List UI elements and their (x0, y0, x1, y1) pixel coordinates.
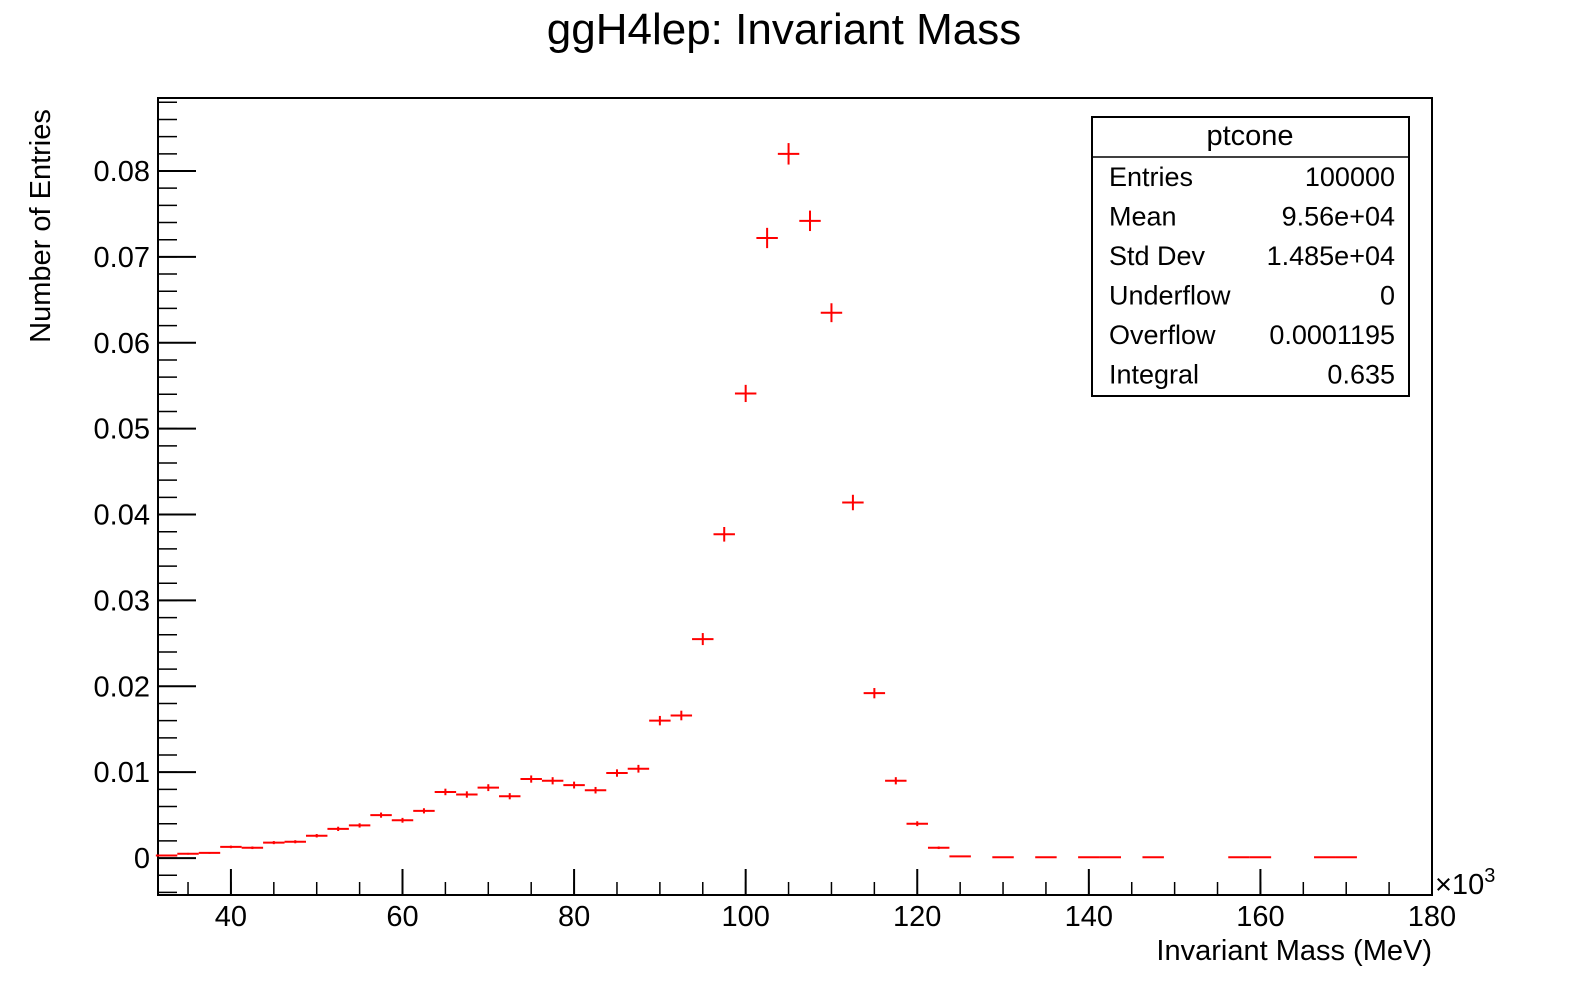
y-tick-label: 0.01 (94, 757, 150, 789)
y-tick-label: 0.05 (94, 414, 150, 446)
y-tick-label: 0.08 (94, 156, 150, 188)
data-point (1035, 856, 1057, 859)
data-point (842, 494, 864, 511)
stats-row-value: 1.485e+04 (1267, 241, 1395, 271)
data-points (155, 143, 1357, 859)
stats-row-value: 9.56e+04 (1282, 202, 1395, 232)
stats-row-value: 0.0001195 (1269, 320, 1395, 350)
x-tick-label: 100 (721, 901, 769, 933)
data-point (885, 777, 907, 785)
data-point (692, 633, 714, 646)
data-point (413, 808, 435, 814)
data-point (327, 826, 349, 832)
data-point (713, 526, 735, 542)
stats-box: ptcone Entries 100000 Mean 9.56e+04 Std Dev 1… (1091, 116, 1410, 397)
stats-row-value: 100000 (1305, 162, 1395, 192)
data-point (370, 812, 392, 818)
data-point (906, 821, 928, 827)
stats-row-label: Entries (1109, 162, 1193, 192)
data-point (1314, 856, 1336, 859)
data-point (649, 715, 671, 726)
data-point (1249, 856, 1272, 859)
x-tick-label: 60 (386, 901, 418, 933)
chart-title: ggH4lep: Invariant Mass (547, 5, 1021, 54)
data-point (670, 710, 693, 721)
data-point (734, 384, 757, 403)
data-point (541, 777, 564, 785)
data-point (391, 817, 414, 823)
y-tick-label: 0.06 (94, 328, 150, 360)
data-point (177, 852, 199, 855)
y-tick-label: 0.03 (94, 585, 150, 617)
stats-row-value: 0.635 (1327, 360, 1395, 390)
data-point (584, 786, 607, 794)
x-tick-label: 120 (893, 901, 941, 933)
stats-row-value: 0 (1380, 281, 1395, 311)
data-point (1078, 856, 1100, 859)
y-tick-label: 0.07 (94, 242, 150, 274)
data-point (520, 775, 542, 783)
x-tick-label: 80 (558, 901, 590, 933)
data-point (863, 688, 886, 699)
data-point (155, 854, 178, 857)
data-point (456, 791, 478, 798)
data-point (756, 227, 778, 249)
data-point (1099, 856, 1122, 859)
x-tick-label: 40 (215, 901, 247, 933)
y-axis: 0 0.01 0.02 0.03 0.04 0.05 0.06 0.07 0.08 (94, 101, 196, 894)
data-point (263, 841, 285, 845)
data-point (1228, 856, 1250, 859)
y-axis-label: Number of Entries (25, 109, 57, 343)
data-point (241, 846, 264, 850)
x-axis-multiplier: ×103 (1435, 865, 1495, 901)
stats-box-frame (1091, 116, 1410, 397)
stats-row-label: Integral (1109, 360, 1199, 390)
data-point (563, 781, 585, 789)
data-point (820, 303, 843, 323)
data-point (477, 784, 500, 792)
plot-frame (157, 97, 1433, 896)
stats-box-rows: Entries 100000 Mean 9.56e+04 Std Dev 1.485e+0… (1109, 162, 1395, 390)
data-point (305, 834, 328, 838)
data-point (284, 840, 306, 844)
data-point (1142, 856, 1164, 859)
x-tick-label: 180 (1408, 901, 1456, 933)
data-point (220, 845, 242, 849)
stats-box-title: ptcone (1206, 120, 1293, 152)
stats-row-label: Underflow (1109, 281, 1231, 311)
y-tick-label: 0 (134, 843, 150, 875)
data-point (777, 143, 800, 165)
stats-row-label: Std Dev (1109, 241, 1206, 271)
stats-row-label: Mean (1109, 202, 1177, 232)
data-point (927, 846, 950, 850)
data-point (992, 856, 1014, 859)
data-point (434, 788, 457, 796)
data-point (1335, 856, 1357, 859)
y-tick-label: 0.02 (94, 671, 150, 703)
data-point (499, 793, 521, 800)
data-point (949, 855, 971, 858)
data-point (348, 823, 371, 828)
data-point (606, 769, 628, 777)
x-axis: 40 60 80 100 120 140 160 180 (187, 869, 1456, 933)
x-tick-label: 140 (1065, 901, 1113, 933)
stats-row-label: Overflow (1109, 320, 1216, 350)
x-axis-label: Invariant Mass (MeV) (1156, 935, 1432, 967)
data-point (627, 764, 650, 773)
data-point (799, 210, 821, 232)
data-point (198, 851, 221, 854)
y-tick-label: 0.04 (94, 500, 150, 532)
x-tick-label: 160 (1236, 901, 1284, 933)
